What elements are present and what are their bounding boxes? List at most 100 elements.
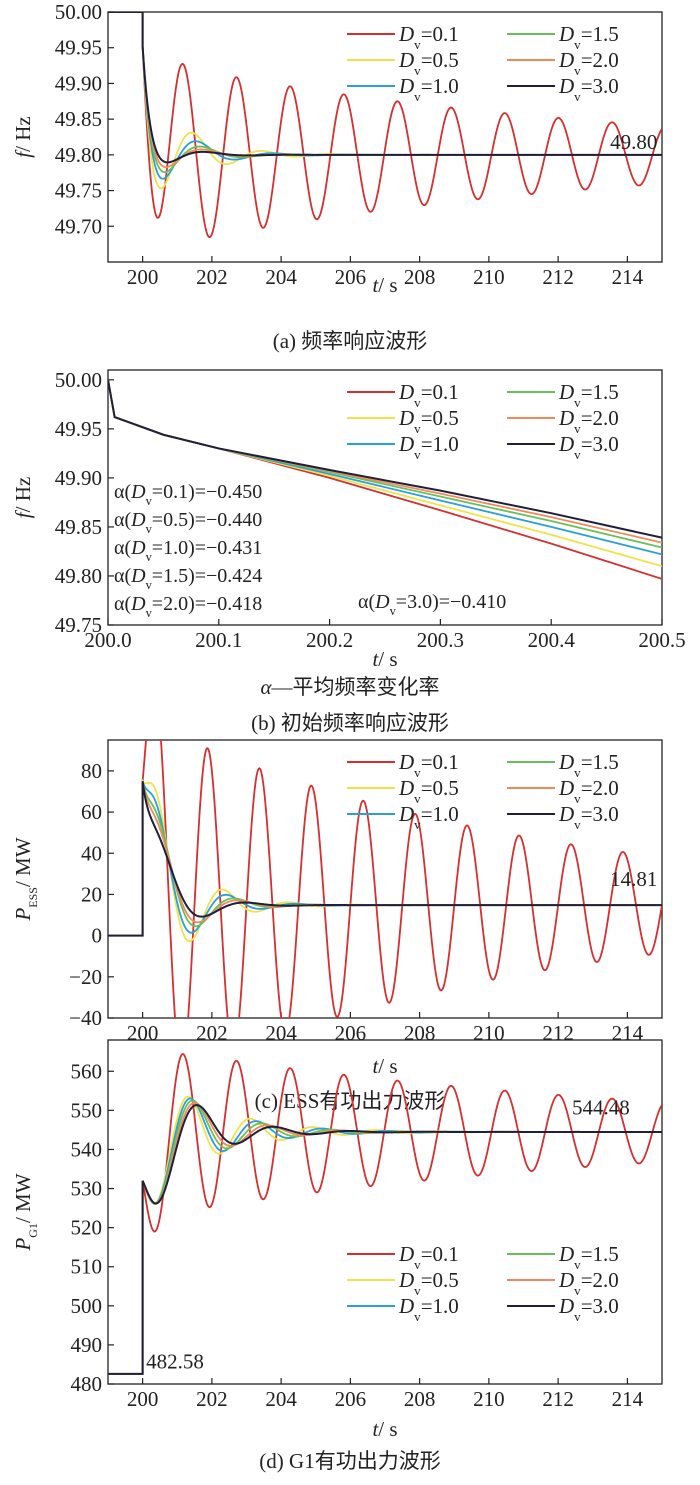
- series-line-2.0: [108, 1101, 662, 1375]
- legend-entry: Dv=3.0: [558, 74, 619, 104]
- y-tick-label: 40: [81, 841, 102, 865]
- y-tick-label: 540: [71, 1137, 103, 1161]
- y-tick-label: 20: [81, 882, 102, 906]
- plot-frame: [107, 739, 663, 1019]
- chart-panel-b: 200.0 200.1 200.2 200.3 200.4 200.5 49.75 49.80…: [11, 368, 686, 735]
- series-line-3.0: [108, 1104, 662, 1375]
- y-tick-label: 49.90: [55, 466, 102, 490]
- y-tick-label: 49.85: [55, 107, 102, 131]
- legend: Dv=0.1 Dv=1.5 Dv=0.5 Dv=2.0 Dv=1.0 Dv=3.0: [347, 380, 619, 462]
- x-tick-label: 208: [404, 1387, 436, 1411]
- x-tick-label: 200.2: [306, 628, 353, 652]
- x-tick-label: 212: [542, 1387, 574, 1411]
- y-tick-label: 50.00: [55, 368, 102, 392]
- series-line-0.5: [108, 1095, 662, 1375]
- series-line-3.0: [108, 12, 662, 164]
- x-tick-label: 214: [612, 1387, 644, 1411]
- panel-caption: (d) G1有功出力波形: [259, 1449, 440, 1473]
- panel-caption: (a) 频率响应波形: [273, 329, 428, 353]
- x-tick-label: 206: [335, 265, 367, 289]
- legend-entry: Dv=0.1: [398, 750, 459, 780]
- x-tick-label: 200: [127, 1387, 159, 1411]
- y-axis-label: PG1/ MW: [11, 1173, 40, 1251]
- annotation: α(Dv=3.0)=−0.410: [358, 591, 506, 618]
- legend-entry: Dv=0.5: [398, 48, 459, 78]
- y-tick-label: 49.95: [55, 36, 102, 60]
- y-tick-label: 49.90: [55, 71, 102, 95]
- legend: Dv=0.1 Dv=1.5 Dv=0.5 Dv=2.0 Dv=1.0 Dv=3.0: [347, 1242, 619, 1324]
- x-tick-label: 208: [404, 1021, 436, 1045]
- x-tick-label: 204: [265, 1021, 297, 1045]
- legend-entry: Dv=1.5: [558, 1242, 619, 1272]
- y-tick-label: 530: [71, 1177, 103, 1201]
- x-tick-label: 200.4: [528, 628, 576, 652]
- legend-entry: Dv=1.0: [398, 74, 459, 104]
- series-line-1.5: [108, 1099, 662, 1375]
- annotation: 544.48: [572, 1095, 630, 1119]
- series-line-3.0: [108, 781, 662, 937]
- plot-frame: [107, 1039, 663, 1385]
- y-tick-label: 60: [81, 800, 102, 824]
- y-tick-label: 560: [71, 1059, 103, 1083]
- plot-frame: [107, 369, 663, 626]
- panel-caption: (b) 初始频率响应波形: [251, 711, 449, 735]
- x-tick-label: 200.1: [195, 628, 242, 652]
- annotation: α(Dv=1.0)=−0.431: [114, 537, 262, 564]
- legend-entry: Dv=1.0: [398, 802, 459, 832]
- legend-entry: Dv=3.0: [558, 802, 619, 832]
- plot-frame: [107, 11, 663, 263]
- x-tick-label: 204: [265, 265, 297, 289]
- legend-entry: Dv=0.5: [398, 1268, 459, 1298]
- y-axis-label: f/ Hz: [11, 116, 35, 157]
- x-tick-label: 204: [265, 1387, 297, 1411]
- legend-entry: Dv=1.5: [558, 750, 619, 780]
- y-tick-label: 49.80: [55, 143, 102, 167]
- x-tick-label: 200.5: [638, 628, 685, 652]
- x-tick-label: 206: [335, 1021, 367, 1045]
- chart-panel-d: 200 202 204 206 208 210 212 214 480 490 500 510 520 5…: [11, 1039, 663, 1473]
- x-tick-label: 202: [196, 1387, 228, 1411]
- legend-entry: Dv=0.1: [398, 1242, 459, 1272]
- series-line-3.0: [108, 379, 662, 539]
- x-tick-label: 202: [196, 265, 228, 289]
- legend-entry: Dv=1.0: [398, 432, 459, 462]
- legend-entry: Dv=1.0: [398, 1294, 459, 1324]
- annotation: 482.58: [146, 1349, 204, 1373]
- legend-entry: Dv=2.0: [558, 776, 619, 806]
- chart-panel-c: 200 202 204 206 208 210 212 214 −40 −20 0 20 40 60 80 t…: [11, 739, 663, 1113]
- x-tick-label: 200.3: [417, 628, 464, 652]
- legend: Dv=0.1 Dv=1.5 Dv=0.5 Dv=2.0 Dv=1.0 Dv=3.0: [347, 22, 619, 104]
- legend-entry: Dv=0.1: [398, 380, 459, 410]
- x-axis-label: t/ s: [372, 273, 397, 297]
- y-tick-label: 80: [81, 759, 102, 783]
- legend-entry: Dv=0.5: [398, 776, 459, 806]
- y-tick-label: 490: [71, 1333, 103, 1357]
- x-tick-label: 208: [404, 265, 436, 289]
- y-tick-label: 49.70: [55, 214, 102, 238]
- annotation: α(Dv=1.5)=−0.424: [114, 565, 262, 592]
- x-tick-label: 210: [473, 1021, 505, 1045]
- annotation: 14.81: [610, 867, 657, 891]
- y-tick-label: 510: [71, 1255, 103, 1279]
- x-tick-label: 200: [127, 265, 159, 289]
- legend-entry: Dv=1.5: [558, 380, 619, 410]
- y-tick-label: 49.75: [55, 613, 102, 637]
- x-tick-label: 206: [335, 1387, 367, 1411]
- y-axis-label: f/ Hz: [11, 477, 35, 518]
- y-tick-label: 500: [71, 1294, 103, 1318]
- x-tick-label: 214: [612, 265, 644, 289]
- annotation: α(Dv=0.5)=−0.440: [114, 509, 262, 536]
- y-tick-label: 49.80: [55, 564, 102, 588]
- y-axis-label: PESS/ MW: [11, 837, 40, 921]
- annotation: α(Dv=0.1)=−0.450: [114, 481, 262, 508]
- y-tick-label: 49.85: [55, 515, 102, 539]
- legend-entry: Dv=2.0: [558, 48, 619, 78]
- y-tick-label: 49.75: [55, 179, 102, 203]
- x-tick-label: 210: [473, 1387, 505, 1411]
- y-tick-label: 520: [71, 1216, 103, 1240]
- y-tick-label: 480: [71, 1372, 103, 1396]
- legend-entry: Dv=3.0: [558, 432, 619, 462]
- x-tick-label: 212: [542, 1021, 574, 1045]
